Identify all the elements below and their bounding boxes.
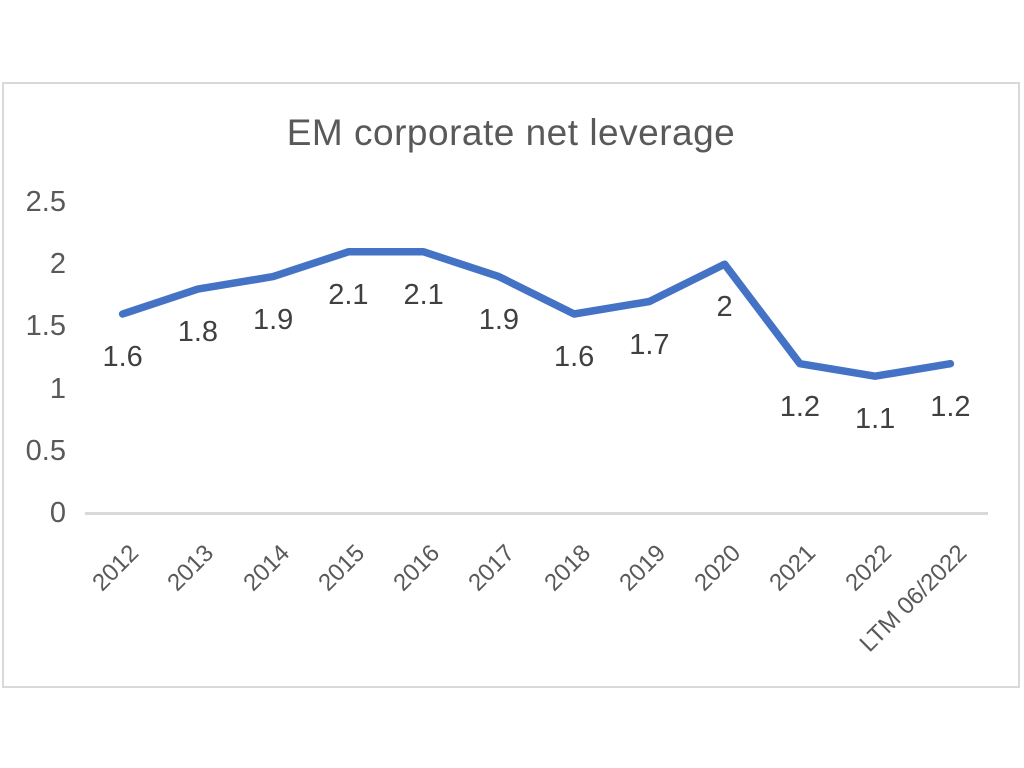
data-label: 1.9 [478, 303, 520, 336]
data-label: 2 [716, 291, 733, 324]
y-axis-tick-label: 1 [49, 372, 66, 405]
data-label: 1.8 [177, 316, 219, 349]
data-label: 2.1 [403, 278, 444, 311]
data-label: 1.2 [779, 390, 821, 423]
data-label: 1.1 [854, 403, 896, 436]
data-label: 1.6 [553, 340, 595, 373]
data-label: 1.9 [252, 303, 294, 336]
chart-area [2, 82, 1020, 688]
y-axis-tick-label: 0 [49, 497, 66, 529]
y-axis-tick-label: 1.5 [25, 310, 66, 343]
data-label: 1.7 [629, 328, 670, 361]
data-label: 2.1 [328, 278, 369, 311]
y-axis-tick-label: 0.5 [25, 434, 66, 467]
y-axis-tick-label: 2 [49, 248, 66, 281]
data-label: 1.6 [102, 340, 143, 373]
series-line [118, 248, 955, 380]
chart-title: EM corporate net leverage [286, 112, 736, 153]
y-axis-tick-label: 2.5 [25, 186, 66, 218]
data-label: 1.2 [930, 390, 971, 423]
